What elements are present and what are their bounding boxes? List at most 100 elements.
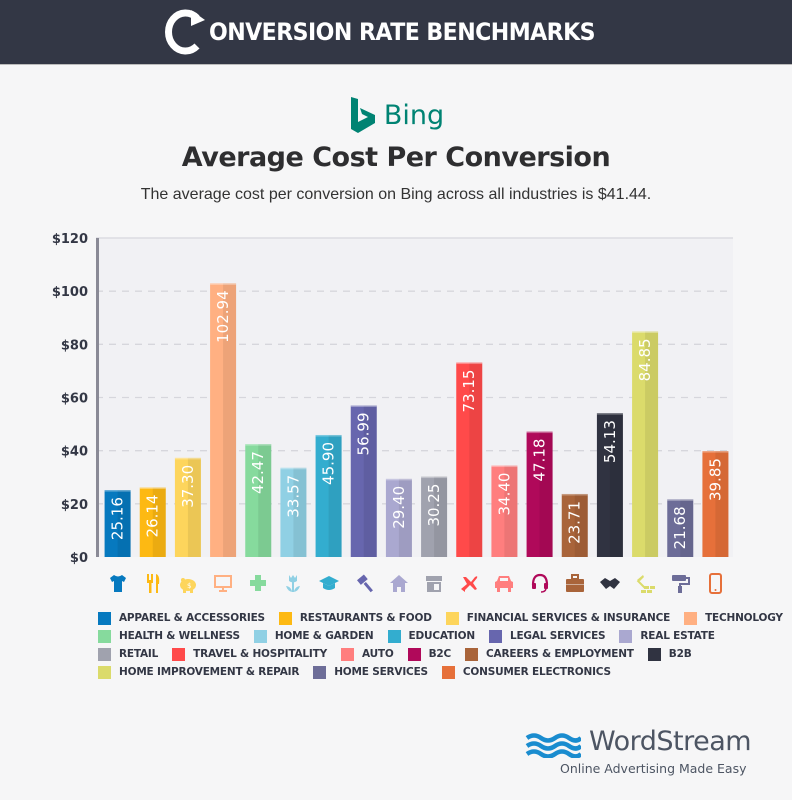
legend-label: CAREERS & EMPLOYMENT (486, 648, 634, 660)
gavel-icon (353, 572, 375, 594)
legend-item: HEALTH & WELLNESS (98, 629, 240, 643)
legend-swatch (98, 629, 111, 643)
bar (456, 362, 483, 557)
smartphone-icon (704, 572, 726, 594)
legend-item: HOME SERVICES (313, 665, 428, 679)
bar-value-label: 73.15 (460, 370, 478, 413)
y-tick-label: $120 (52, 232, 88, 247)
legend-label: HOME & GARDEN (274, 630, 374, 642)
bar (702, 451, 729, 557)
legend-swatch (647, 647, 661, 661)
legend-swatch (278, 611, 292, 625)
bar-group: 30.25 (421, 476, 448, 557)
legend-label: RESTAURANTS & FOOD (299, 612, 432, 624)
legend-swatch (684, 611, 698, 625)
y-tick-label: $80 (61, 338, 88, 353)
bar-top (104, 490, 131, 492)
legend-item: AUTO (340, 647, 394, 661)
bar-top (491, 465, 518, 468)
bar-value-label: 29.40 (390, 486, 408, 529)
bar (526, 431, 553, 557)
bar-value-label: 56.99 (355, 413, 373, 456)
bar-shade (504, 465, 518, 557)
bar-shade (609, 413, 623, 557)
legend-item: REAL ESTATE (619, 629, 715, 643)
legend-swatch (253, 629, 267, 643)
fork-knife-icon (142, 572, 164, 594)
svg-text:$: $ (187, 582, 191, 590)
legend-swatch (445, 611, 459, 625)
bar-shade (715, 451, 729, 557)
legend-swatch (313, 665, 327, 679)
bar-shade (434, 476, 448, 557)
legend-item: TRAVEL & HOSPITALITY (172, 647, 327, 661)
bar-shade (363, 405, 377, 557)
bar-group: 54.13 (596, 413, 623, 557)
bar (280, 467, 307, 557)
bar-shade (258, 444, 272, 557)
bar-group: 39.85 (702, 451, 729, 557)
bar-top (315, 434, 342, 437)
house-icon (388, 572, 410, 594)
briefcase-icon (564, 572, 586, 594)
bar-value-label: 45.90 (320, 442, 338, 485)
bing-logo-icon (350, 97, 375, 133)
bar-shade (187, 457, 201, 557)
legend-item: CONSUMER ELECTRONICS (441, 665, 611, 679)
bar (667, 499, 694, 557)
legend-label: RETAIL (119, 648, 159, 660)
legend-label: B2B (668, 648, 692, 660)
legend-swatch (98, 611, 111, 625)
legend-item: FINANCIAL SERVICES & INSURANCE (445, 611, 670, 625)
wordstream-waves-icon (525, 733, 581, 758)
legend-item: B2B (647, 647, 692, 661)
bar-top (280, 467, 307, 470)
legend-label: EDUCATION (408, 630, 476, 642)
bar-shade (328, 434, 342, 557)
legend: APPAREL & ACCESSORIES RESTAURANTS & FOOD F… (98, 609, 783, 681)
tshirt-icon (107, 572, 129, 594)
bar-shade (680, 499, 694, 557)
bar (210, 283, 237, 557)
bar-value-label: 37.30 (179, 465, 197, 508)
bar-group: 29.40 (385, 478, 412, 557)
bar-top (632, 331, 659, 333)
legend-item: RESTAURANTS & FOOD (278, 611, 432, 625)
bar (104, 490, 131, 557)
car-icon (493, 572, 515, 594)
bar-top (596, 413, 623, 415)
bar-value-label: 23.71 (566, 501, 584, 544)
bing-name: Bing (383, 99, 445, 131)
legend-label: LEGAL SERVICES (509, 630, 606, 642)
bar (385, 478, 412, 557)
bar-value-label: 84.85 (636, 338, 654, 381)
bar-shade (152, 487, 166, 557)
legend-item: TECHNOLOGY (684, 611, 783, 625)
bar-group: 42.47 (245, 444, 272, 557)
legend-row: HEALTH & WELLNESS HOME & GARDEN EDUCATION L… (98, 627, 778, 645)
bar-top (456, 362, 483, 365)
bar-value-label: 42.47 (249, 451, 267, 494)
legend-item: APPAREL & ACCESSORIES (98, 611, 265, 625)
bar-shade (539, 431, 553, 557)
bar-shade (645, 331, 659, 557)
legend-label: TECHNOLOGY (705, 612, 783, 624)
legend-label: REAL ESTATE (640, 630, 715, 642)
legend-label: B2C (428, 648, 452, 660)
legend-swatch (465, 647, 479, 661)
legend-item: RETAIL (98, 647, 159, 661)
bar-group: 33.57 (280, 467, 307, 557)
chart-subtitle: The average cost per conversion on Bing … (140, 186, 652, 203)
y-tick-label: $40 (61, 445, 88, 460)
bar (315, 434, 342, 557)
bar-group: 21.68 (667, 499, 694, 557)
legend-label: HOME IMPROVEMENT & REPAIR (119, 666, 300, 678)
legend-swatch (488, 629, 502, 643)
legend-row: HOME IMPROVEMENT & REPAIR HOME SERVICES CO… (98, 663, 778, 681)
bar-value-label: 102.94 (214, 290, 232, 343)
y-tick-label: $100 (52, 285, 88, 300)
legend-label: AUTO (361, 648, 394, 660)
legend-row: APPAREL & ACCESSORIES RESTAURANTS & FOOD F… (98, 609, 783, 627)
bar-shade (293, 467, 307, 557)
banner: ONVERSION RATE BENCHMARKS (0, 0, 792, 65)
